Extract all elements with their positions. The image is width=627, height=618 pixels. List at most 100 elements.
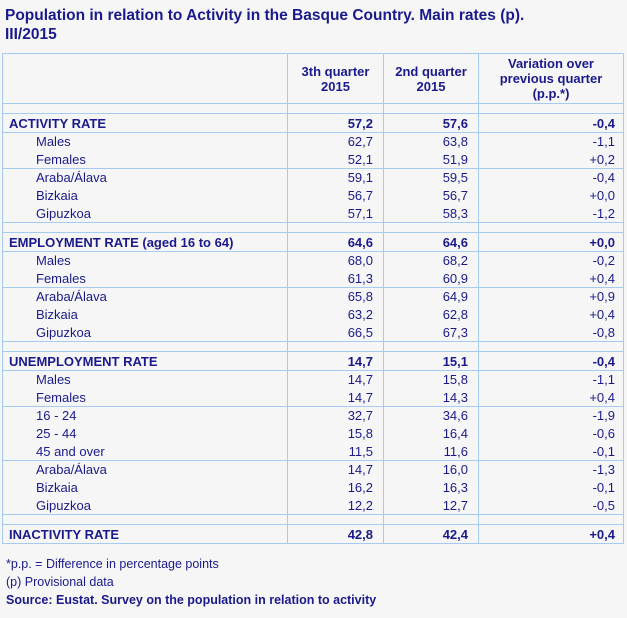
table-body: ACTIVITY RATE 57,2 57,6 -0,4 Males 62,7 63,8 -1… <box>2 103 624 544</box>
row-label: 16 - 24 <box>2 406 288 425</box>
value-q2-2015: 64,6 <box>383 232 479 252</box>
value-variation: -0,8 <box>478 323 624 342</box>
spacer-cell <box>287 341 384 352</box>
value-q3-2015: 14,7 <box>287 351 384 371</box>
spacer-cell <box>478 341 624 352</box>
column-header-label <box>2 53 288 104</box>
value-q2-2015: 63,8 <box>383 132 479 151</box>
table-row-25-44: 25 - 44 15,8 16,4 -0,6 <box>2 424 624 443</box>
page-title: Population in relation to Activity in th… <box>5 6 622 44</box>
row-label: Bizkaia <box>2 305 288 324</box>
value-variation: +0,4 <box>478 524 624 544</box>
spacer-row <box>2 103 624 114</box>
value-q2-2015: 12,7 <box>383 496 479 515</box>
table-row-araba-lava: Araba/Álava 59,1 59,5 -0,4 <box>2 168 624 187</box>
spacer-row <box>2 514 624 525</box>
spacer-cell <box>287 222 384 233</box>
table-row-unemployment-rate: UNEMPLOYMENT RATE 14,7 15,1 -0,4 <box>2 351 624 371</box>
footnote-source: Source: Eustat. Survey on the population… <box>6 593 377 607</box>
table-row-employment-rate-aged-16-to-64: EMPLOYMENT RATE (aged 16 to 64) 64,6 64,6 +… <box>2 232 624 252</box>
rates-table: 3th quarter 2015 2nd quarter 2015 Variat… <box>2 53 624 544</box>
value-q3-2015: 12,2 <box>287 496 384 515</box>
spacer-cell <box>2 341 288 352</box>
value-q2-2015: 34,6 <box>383 406 479 425</box>
row-label: Females <box>2 388 288 407</box>
column-header-q3-2015: 3th quarter 2015 <box>287 53 384 104</box>
table-row-males: Males 68,0 68,2 -0,2 <box>2 251 624 270</box>
spacer-cell <box>2 514 288 525</box>
value-q3-2015: 59,1 <box>287 168 384 187</box>
table-row-females: Females 61,3 60,9 +0,4 <box>2 269 624 288</box>
value-q3-2015: 57,1 <box>287 204 384 223</box>
value-variation: +0,4 <box>478 388 624 407</box>
value-variation: -0,4 <box>478 113 624 133</box>
value-q2-2015: 68,2 <box>383 251 479 270</box>
value-q3-2015: 15,8 <box>287 424 384 443</box>
table-row-males: Males 62,7 63,8 -1,1 <box>2 132 624 151</box>
row-label: ACTIVITY RATE <box>2 113 288 133</box>
value-variation: +0,0 <box>478 186 624 205</box>
spacer-cell <box>287 514 384 525</box>
value-variation: -0,2 <box>478 251 624 270</box>
row-label: 25 - 44 <box>2 424 288 443</box>
table-row-gipuzkoa: Gipuzkoa 12,2 12,7 -0,5 <box>2 496 624 515</box>
value-q3-2015: 32,7 <box>287 406 384 425</box>
row-label: Gipuzkoa <box>2 323 288 342</box>
value-variation: -0,4 <box>478 168 624 187</box>
value-q3-2015: 62,7 <box>287 132 384 151</box>
value-q3-2015: 61,3 <box>287 269 384 288</box>
page-title-line-1: Population in relation to Activity in th… <box>5 7 525 24</box>
value-q2-2015: 51,9 <box>383 150 479 169</box>
row-label: Araba/Álava <box>2 287 288 306</box>
value-variation: +0,9 <box>478 287 624 306</box>
value-variation: -0,4 <box>478 351 624 371</box>
value-q3-2015: 52,1 <box>287 150 384 169</box>
value-variation: -1,1 <box>478 132 624 151</box>
value-variation: -0,1 <box>478 442 624 461</box>
value-q2-2015: 64,9 <box>383 287 479 306</box>
table-row-gipuzkoa: Gipuzkoa 57,1 58,3 -1,2 <box>2 204 624 223</box>
value-q2-2015: 42,4 <box>383 524 479 544</box>
spacer-cell <box>383 222 479 233</box>
value-q2-2015: 16,4 <box>383 424 479 443</box>
table-row-males: Males 14,7 15,8 -1,1 <box>2 370 624 389</box>
table-row-inactivity-rate: INACTIVITY RATE 42,8 42,4 +0,4 <box>2 524 624 544</box>
value-variation: -1,1 <box>478 370 624 389</box>
value-variation: +0,4 <box>478 305 624 324</box>
header-row: 3th quarter 2015 2nd quarter 2015 Variat… <box>2 53 624 104</box>
value-q2-2015: 62,8 <box>383 305 479 324</box>
spacer-cell <box>2 222 288 233</box>
footnotes: *p.p. = Difference in percentage points … <box>6 555 624 609</box>
table-row-gipuzkoa: Gipuzkoa 66,5 67,3 -0,8 <box>2 323 624 342</box>
value-q2-2015: 60,9 <box>383 269 479 288</box>
value-q3-2015: 14,7 <box>287 370 384 389</box>
spacer-cell <box>478 103 624 114</box>
row-label: Araba/Álava <box>2 168 288 187</box>
value-variation: +0,2 <box>478 150 624 169</box>
table-row-females: Females 14,7 14,3 +0,4 <box>2 388 624 407</box>
value-q2-2015: 15,1 <box>383 351 479 371</box>
row-label: Gipuzkoa <box>2 204 288 223</box>
spacer-cell <box>287 103 384 114</box>
page-title-line-2: III/2015 <box>5 26 57 43</box>
row-label: Bizkaia <box>2 186 288 205</box>
row-label: UNEMPLOYMENT RATE <box>2 351 288 371</box>
value-q2-2015: 67,3 <box>383 323 479 342</box>
table-row-bizkaia: Bizkaia 56,7 56,7 +0,0 <box>2 186 624 205</box>
spacer-cell <box>383 341 479 352</box>
column-header-variation: Variation over previous quarter (p.p.*) <box>478 53 624 104</box>
value-variation: -0,6 <box>478 424 624 443</box>
value-q3-2015: 65,8 <box>287 287 384 306</box>
value-q3-2015: 63,2 <box>287 305 384 324</box>
value-q3-2015: 14,7 <box>287 460 384 479</box>
value-q3-2015: 64,6 <box>287 232 384 252</box>
table-row-bizkaia: Bizkaia 63,2 62,8 +0,4 <box>2 305 624 324</box>
table-row-activity-rate: ACTIVITY RATE 57,2 57,6 -0,4 <box>2 113 624 133</box>
table-row-bizkaia: Bizkaia 16,2 16,3 -0,1 <box>2 478 624 497</box>
table-row-females: Females 52,1 51,9 +0,2 <box>2 150 624 169</box>
table-row-araba-lava: Araba/Álava 14,7 16,0 -1,3 <box>2 460 624 479</box>
value-q2-2015: 16,0 <box>383 460 479 479</box>
value-q3-2015: 42,8 <box>287 524 384 544</box>
row-label: Males <box>2 370 288 389</box>
